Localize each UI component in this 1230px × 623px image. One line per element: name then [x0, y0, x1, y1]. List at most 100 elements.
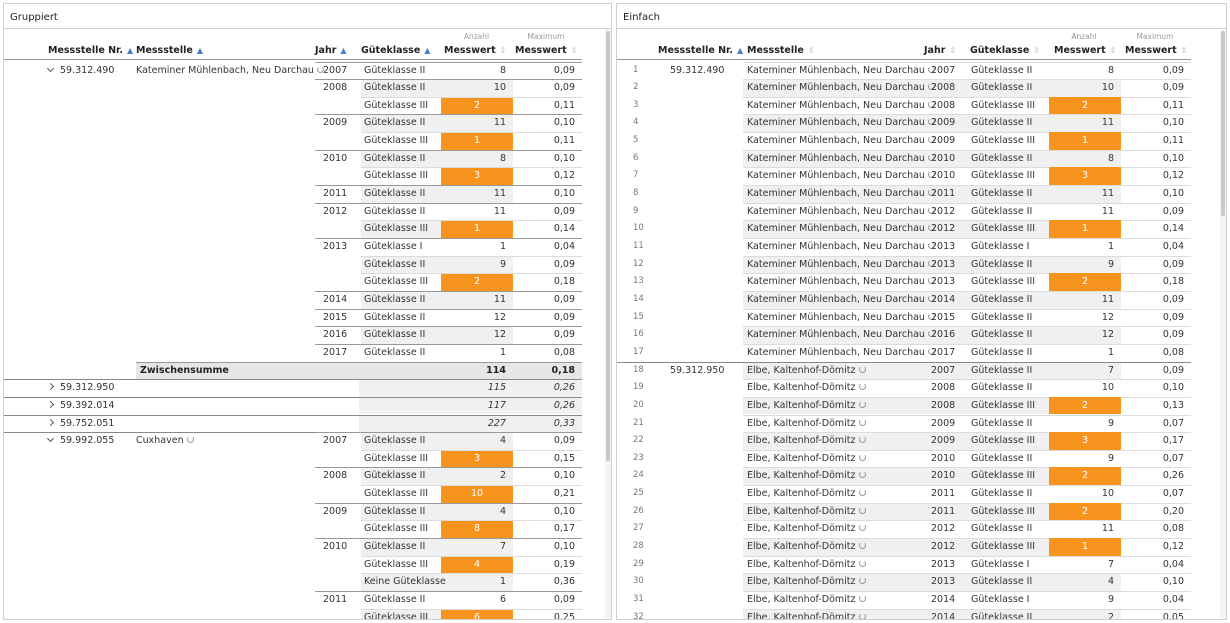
link-icon[interactable] — [858, 524, 866, 532]
col-header-label: Messstelle Nr. — [658, 45, 733, 56]
gueteklasse-cell: Güteklasse I — [364, 241, 423, 252]
messstelle-nr-cell[interactable]: 59.312.950 — [46, 379, 114, 397]
col-header-messstelle-nr[interactable]: Messstelle Nr. ▲ — [48, 44, 133, 58]
chevron-right-icon[interactable] — [46, 400, 55, 408]
row-number: 12 — [633, 258, 644, 269]
link-icon[interactable] — [927, 277, 935, 285]
col-header-messstelle[interactable]: Messstelle ▲ — [136, 44, 203, 58]
sort-icon[interactable]: ⇕ — [1033, 46, 1040, 55]
col-header-maximum-messwert[interactable]: Messwert ⇕ — [515, 44, 577, 58]
chevron-down-icon[interactable] — [46, 435, 55, 443]
link-icon[interactable] — [927, 312, 935, 320]
jahr-cell: 2008 — [931, 99, 956, 111]
chevron-down-icon[interactable] — [46, 64, 55, 72]
messstelle-nr-cell[interactable]: 59.752.051 — [46, 415, 114, 433]
sort-icon[interactable]: ⇕ — [499, 46, 507, 55]
messstelle-cell: Elbe, Kaltenhof-Dömitz — [747, 362, 866, 380]
col-header-messstelle[interactable]: Messstelle ⇕ — [747, 44, 815, 58]
link-icon[interactable] — [927, 171, 935, 179]
scrollbar[interactable] — [605, 29, 611, 619]
jahr-cell: 2013 — [323, 241, 348, 252]
link-icon[interactable] — [858, 542, 866, 550]
link-icon[interactable] — [858, 471, 866, 479]
messstelle-nr-cell[interactable]: 59.992.055 — [46, 432, 114, 450]
chevron-right-icon[interactable] — [46, 418, 55, 426]
link-icon[interactable] — [927, 206, 935, 214]
gueteklasse-cell: Güteklasse II — [971, 523, 1033, 535]
link-icon[interactable] — [927, 83, 935, 91]
link-icon[interactable] — [858, 612, 866, 619]
row-divider — [136, 361, 582, 363]
messstelle-cell: Kateminer Mühlenbach, Neu Darchau — [747, 273, 935, 291]
anzahl-cell: 8 — [499, 64, 506, 76]
anzahl-cell: 9 — [1107, 452, 1114, 464]
sort-asc-icon[interactable]: ▲ — [196, 46, 203, 55]
gueteklasse-cell: Güteklasse I — [971, 594, 1030, 605]
col-header-jahr[interactable]: Jahr ⇕ — [924, 44, 956, 58]
messstelle-cell: Elbe, Kaltenhof-Dömitz — [747, 379, 866, 397]
link-icon[interactable] — [927, 330, 935, 338]
link-icon[interactable] — [858, 400, 866, 408]
col-header-maximum-messwert[interactable]: Messwert ⇕ — [1125, 44, 1187, 58]
anzahl-cell: 2 — [1049, 396, 1121, 415]
link-icon[interactable] — [927, 242, 935, 249]
sort-icon[interactable]: ⇕ — [949, 46, 957, 55]
link-icon[interactable] — [927, 259, 935, 267]
scrollbar-thumb[interactable] — [606, 31, 610, 461]
link-icon[interactable] — [927, 347, 935, 355]
sort-icon[interactable]: ⇕ — [1180, 46, 1188, 55]
anzahl-cell: 114 — [486, 364, 506, 376]
anzahl-cell: 11 — [493, 293, 506, 305]
messstelle-value: Kateminer Mühlenbach, Neu Darchau — [747, 329, 925, 341]
scrollbar-thumb[interactable] — [1221, 31, 1225, 216]
sort-asc-icon[interactable]: ▲ — [737, 46, 744, 55]
messstelle-nr-cell: 59.312.950 — [670, 364, 725, 376]
link-icon[interactable] — [927, 100, 935, 108]
row-divider — [743, 238, 1191, 239]
row-number: 17 — [633, 346, 644, 357]
col-header-jahr[interactable]: Jahr ▲ — [315, 44, 347, 58]
link-icon[interactable] — [858, 453, 866, 461]
messstelle-value: Kateminer Mühlenbach, Neu Darchau — [747, 188, 925, 200]
row-number: 9 — [633, 205, 639, 216]
link-icon[interactable] — [186, 436, 194, 444]
link-icon[interactable] — [927, 65, 935, 73]
col-header-messstelle-nr[interactable]: Messstelle Nr. ▲ — [658, 44, 743, 58]
link-icon[interactable] — [858, 577, 866, 585]
sort-asc-icon[interactable]: ▲ — [340, 46, 347, 55]
link-icon[interactable] — [858, 418, 866, 426]
link-icon[interactable] — [927, 118, 935, 126]
sort-asc-icon[interactable]: ▲ — [127, 46, 134, 55]
link-icon[interactable] — [927, 153, 935, 161]
link-icon[interactable] — [927, 136, 935, 144]
link-icon[interactable] — [927, 224, 935, 232]
gueteklasse-cell: Güteklasse III — [971, 223, 1036, 235]
chevron-right-icon[interactable] — [46, 383, 55, 391]
messstelle-nr-cell[interactable]: 59.392.014 — [46, 397, 114, 415]
col-header-gueteklasse[interactable]: Güteklasse ⇕ — [970, 44, 1040, 58]
scrollbar[interactable] — [1220, 29, 1226, 619]
col-header-anzahl-messwert[interactable]: Messwert ⇕ — [1054, 44, 1116, 58]
sort-icon[interactable]: ⇕ — [570, 46, 578, 55]
link-icon[interactable] — [927, 294, 935, 302]
col-header-gueteklasse[interactable]: Güteklasse ▲ — [361, 44, 430, 58]
link-icon[interactable] — [927, 189, 935, 197]
messstelle-nr-cell[interactable]: 59.312.490 — [46, 62, 114, 80]
link-icon[interactable] — [858, 489, 866, 497]
sort-icon[interactable]: ⇕ — [1109, 46, 1117, 55]
sort-icon[interactable]: ⇕ — [807, 46, 815, 55]
messstelle-value: Kateminer Mühlenbach, Neu Darchau — [747, 117, 925, 129]
row-number: 5 — [633, 135, 639, 146]
link-icon[interactable] — [316, 65, 324, 73]
link-icon[interactable] — [858, 559, 866, 567]
link-icon[interactable] — [858, 506, 866, 514]
maximum-cell: 0,18 — [553, 276, 575, 288]
link-icon[interactable] — [858, 595, 866, 602]
link-icon[interactable] — [858, 383, 866, 391]
col-header-anzahl-messwert[interactable]: Messwert ⇕ — [444, 44, 506, 58]
link-icon[interactable] — [858, 436, 866, 444]
gueteklasse-cell: Güteklasse III — [364, 99, 429, 111]
sort-asc-icon[interactable]: ▲ — [424, 46, 431, 55]
link-icon[interactable] — [858, 365, 866, 373]
anzahl-cell: 1 — [1049, 538, 1121, 556]
